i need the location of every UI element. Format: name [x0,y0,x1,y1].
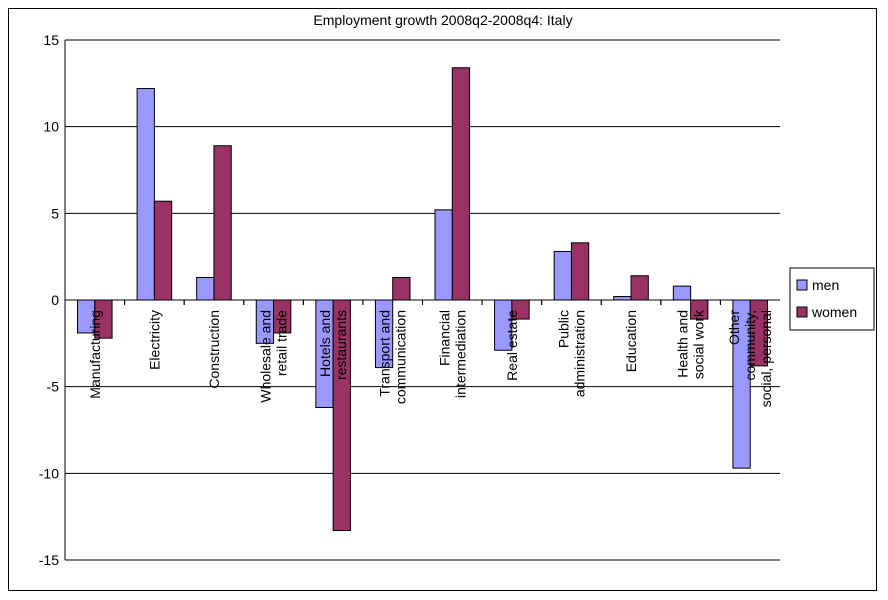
category-label-line: communication [393,310,409,404]
bar-women [392,276,411,301]
category-label-line: Wholesale and [258,310,274,403]
y-tick-labels: 15 10 5 0 -5 -10 -15 [39,32,59,568]
y-tick-label: 10 [43,119,59,135]
category-label: Health andsocial work [675,309,707,379]
category-label-line: Construction [206,310,222,389]
category-label-line: Real estate [504,310,520,381]
bars [77,67,768,532]
category-label-line: administration [571,310,587,397]
category-label-line: Other [726,310,742,345]
bar-men [553,250,572,301]
category-label-line: Health and [675,310,691,378]
category-label-line: retail trade [274,310,290,376]
bar-men [672,285,692,301]
legend-box [789,267,875,331]
category-label-line: social, personal [758,310,774,407]
y-tick-label: -10 [39,465,59,481]
chart-title: Employment growth 2008q2-2008q4: Italy [313,12,572,28]
bar-women [570,242,590,301]
y-tick-label: -15 [39,552,59,568]
legend: men women [789,267,875,331]
category-label-line: restaurants [333,310,349,380]
category-label-line: community, [742,310,758,381]
bar-men [434,209,453,301]
gridlines [65,39,780,561]
bar-women [630,275,649,301]
category-label-line: social work [691,309,707,379]
category-label-line: Manufacturing [87,310,103,399]
y-tick-label: 5 [51,205,59,221]
category-label-line: intermediation [452,310,468,398]
bar-men [136,88,155,301]
category-label-line: Hotels and [317,310,333,377]
y-tick-label: -5 [47,379,60,395]
category-label: Wholesale andretail trade [258,310,290,403]
bar-men [613,296,632,301]
bar-women [451,67,471,301]
y-tick-label: 0 [51,292,59,308]
legend-label-women: women [811,304,857,320]
category-label: Othercommunity,social, personal [726,310,774,408]
bar-women [213,145,232,301]
category-label-line: Education [623,310,639,372]
category-label-line: Financial [436,310,452,366]
category-label-line: Electricity [146,310,162,370]
category-label: Education [623,310,639,372]
y-tick-label: 15 [43,32,59,48]
category-label: Transport andcommunication [377,310,409,404]
category-label: Electricity [146,310,162,370]
bar-men [196,276,215,301]
category-label: Financialintermediation [436,310,468,398]
legend-swatch-women [796,306,808,318]
axes [64,40,780,560]
category-label-line: Public [555,310,571,348]
category-label: Real estate [504,310,520,381]
category-label: Construction [206,310,222,389]
category-label: Manufacturing [87,310,103,399]
legend-swatch-men [796,279,808,291]
category-labels: Manufacturing Electricity Construction Whol… [87,309,774,407]
category-label: Hotels andrestaurants [317,310,349,380]
bar-women [153,200,173,301]
category-label-line: Transport and [377,310,393,397]
category-label: Publicadministration [555,310,587,397]
legend-label-men: men [812,277,839,293]
